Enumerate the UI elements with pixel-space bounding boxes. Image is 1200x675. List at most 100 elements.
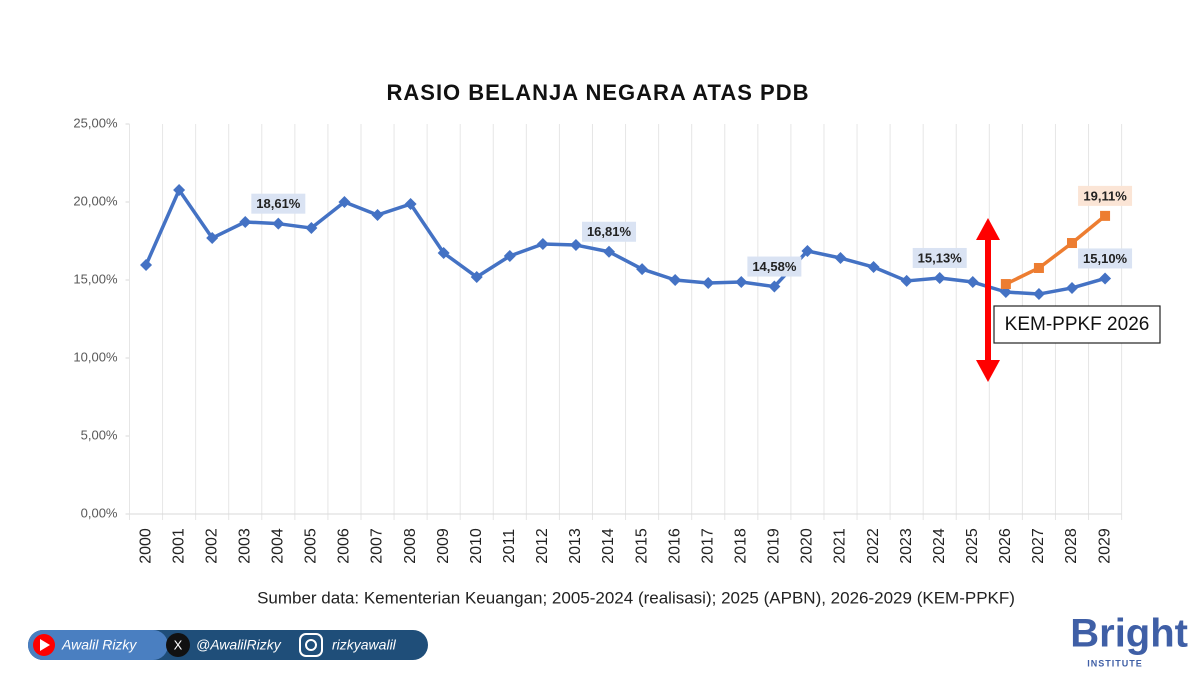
x-tick-label: 2009 (435, 528, 452, 564)
data-label: 14,58% (752, 259, 797, 274)
x-tick-label: 2001 (170, 528, 187, 564)
marker (1099, 272, 1112, 285)
marker (206, 232, 219, 245)
logo: Bright (1070, 612, 1188, 656)
x-tick-label: 2004 (270, 528, 287, 564)
marker (603, 245, 616, 258)
grid (125, 123, 1123, 520)
x-tick-label: 2027 (1030, 528, 1047, 564)
marker (702, 276, 715, 289)
marker (239, 215, 252, 228)
x-icon (166, 633, 190, 657)
x-tick-label: 2002 (203, 528, 220, 564)
y-tick-label: 5,00% (81, 427, 118, 442)
annotation-text: KEM-PPKF 2026 (1005, 314, 1150, 335)
series-line (144, 188, 1106, 296)
x-tick-label: 2024 (931, 528, 948, 564)
annotation: KEM-PPKF 2026 (976, 218, 1161, 382)
marker (966, 276, 979, 289)
x-tick-label: 2018 (733, 528, 750, 564)
marker (569, 239, 582, 252)
annotation-box (993, 305, 1161, 344)
marker (1066, 238, 1077, 249)
x-tick-label: 2011 (501, 529, 518, 564)
x-tick-label: 2010 (468, 528, 485, 564)
marker (470, 271, 483, 284)
marker (140, 259, 153, 272)
marker (1032, 288, 1045, 301)
marker (437, 247, 450, 260)
y-tick-label: 15,00% (73, 271, 118, 286)
x-tick-label: 2015 (633, 528, 650, 564)
social-pill (28, 630, 168, 660)
data-label: 15,13% (918, 250, 963, 265)
data-label-bg (1078, 185, 1133, 206)
data-label: 15,10% (1083, 251, 1128, 266)
marker (536, 237, 549, 250)
marker (338, 196, 351, 208)
youtube-handle: Awalil Rizky (61, 637, 137, 653)
data-label-bg (1078, 248, 1133, 269)
marker (305, 222, 318, 235)
marker (173, 183, 186, 196)
instagram-handle: rizkyawalil (332, 637, 397, 653)
marker (900, 274, 913, 287)
x-tick-label: 2021 (832, 528, 849, 564)
youtube-play (40, 639, 50, 651)
marker (867, 261, 880, 274)
marker (272, 217, 285, 230)
marker (1065, 281, 1078, 294)
x-tick-label: 2019 (766, 528, 783, 564)
x-tick-label: 2005 (303, 528, 320, 564)
y-tick-label: 10,00% (73, 349, 118, 364)
data-label-bg (582, 221, 637, 242)
logo-sub: INSTITUTE (1087, 658, 1143, 668)
marker (1033, 262, 1044, 273)
x-tick-label: 2023 (898, 528, 915, 564)
marker (1000, 279, 1011, 290)
data-label-bg (912, 247, 967, 268)
marker (735, 276, 748, 289)
instagram-icon (299, 633, 323, 657)
source-note: Sumber data: Kementerian Keuangan; 2005-… (257, 588, 1015, 607)
x-tick-label: 2012 (534, 528, 551, 564)
data-label-bg (747, 256, 802, 277)
data-label: 18,61% (256, 196, 301, 211)
arrow-head (976, 218, 1000, 240)
x-tick-label: 2029 (1096, 528, 1113, 564)
x-tick-label: 2006 (336, 528, 353, 564)
x-handle: @AwalilRizky (196, 637, 282, 653)
x-tick-label: 2013 (567, 528, 584, 564)
x-tick-label: 2014 (600, 528, 617, 564)
marker (801, 244, 814, 257)
y-tick-label: 0,00% (81, 505, 118, 520)
marker (834, 252, 847, 265)
x-tick-label: 2020 (799, 528, 816, 564)
footer: Awalil Rizky X @AwalilRizky rizkyawalil … (28, 612, 1188, 668)
x-tick-label: 2025 (964, 528, 981, 564)
marker (1100, 210, 1111, 221)
instagram-lens (305, 639, 317, 651)
marker (669, 274, 682, 286)
data-label: 16,81% (587, 224, 632, 239)
x-tick-label: 2028 (1063, 528, 1080, 564)
x-glyph: X (174, 637, 183, 652)
series-line (1005, 214, 1107, 286)
marker (404, 198, 417, 211)
x-tick-label: 2022 (865, 528, 882, 564)
marker (933, 271, 946, 284)
x-tick-label: 2017 (699, 528, 716, 564)
x-tick-label: 2008 (402, 528, 419, 564)
x-tick-label: 2007 (369, 528, 386, 564)
x-tick-label: 2000 (137, 528, 154, 564)
marks: 18,61% 16,81% 14,58% 15,13% 15,10% 19,11% (140, 183, 1133, 301)
marker (636, 263, 649, 276)
marker (371, 208, 384, 221)
marker (503, 249, 516, 262)
x-tick-label: 2026 (997, 528, 1014, 564)
marker (768, 280, 781, 293)
y-tick-label: 20,00% (73, 193, 118, 208)
data-label-bg (251, 193, 306, 214)
x-tick-label: 2003 (236, 528, 253, 564)
